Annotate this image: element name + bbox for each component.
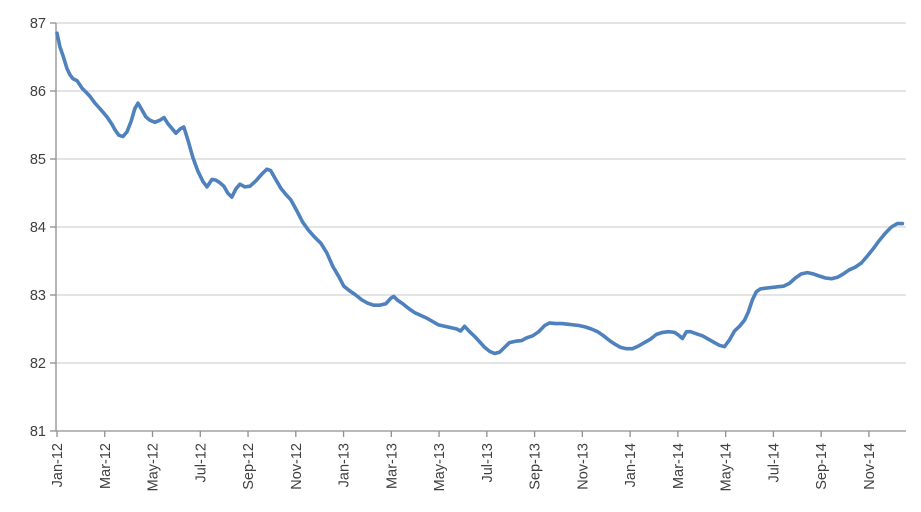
x-axis-tick-label: Jan-12: [50, 443, 66, 487]
x-axis-tick-label: Sep-13: [528, 443, 544, 490]
x-axis-tick-label: Jul-12: [193, 443, 209, 483]
x-axis-tick-label: Jan-13: [337, 443, 353, 487]
y-axis-tick-label: 86: [30, 84, 46, 100]
x-axis-tick-label: Nov-12: [289, 443, 305, 490]
y-axis-tick-label: 83: [30, 288, 46, 304]
x-axis-tick-label: Mar-14: [671, 443, 687, 489]
y-axis-tick-label: 81: [30, 424, 46, 440]
x-axis-tick-label: Sep-14: [814, 443, 830, 490]
y-axis-tick-label: 82: [30, 356, 46, 372]
x-axis-tick-label: Jul-14: [766, 443, 782, 483]
y-axis-tick-label: 87: [30, 16, 46, 32]
x-axis-tick-label: Mar-13: [384, 443, 400, 489]
x-axis-tick-label: Jul-13: [480, 443, 496, 483]
data-line-series: [55, 31, 905, 356]
x-axis-tick-label: Mar-12: [98, 443, 114, 489]
y-axis-tick-label: 85: [30, 152, 46, 168]
x-axis-tick-label: May-13: [432, 443, 448, 491]
x-axis-tick-label: May-12: [146, 443, 162, 491]
x-axis-tick-label: Sep-12: [241, 443, 257, 490]
x-axis-tick-label: Nov-13: [575, 443, 591, 490]
y-axis-tick-label: 84: [30, 220, 46, 236]
x-axis-tick-label: Jan-14: [623, 443, 639, 487]
x-axis-tick-label: Nov-14: [862, 443, 878, 490]
x-axis-tick-label: May-14: [719, 443, 735, 491]
